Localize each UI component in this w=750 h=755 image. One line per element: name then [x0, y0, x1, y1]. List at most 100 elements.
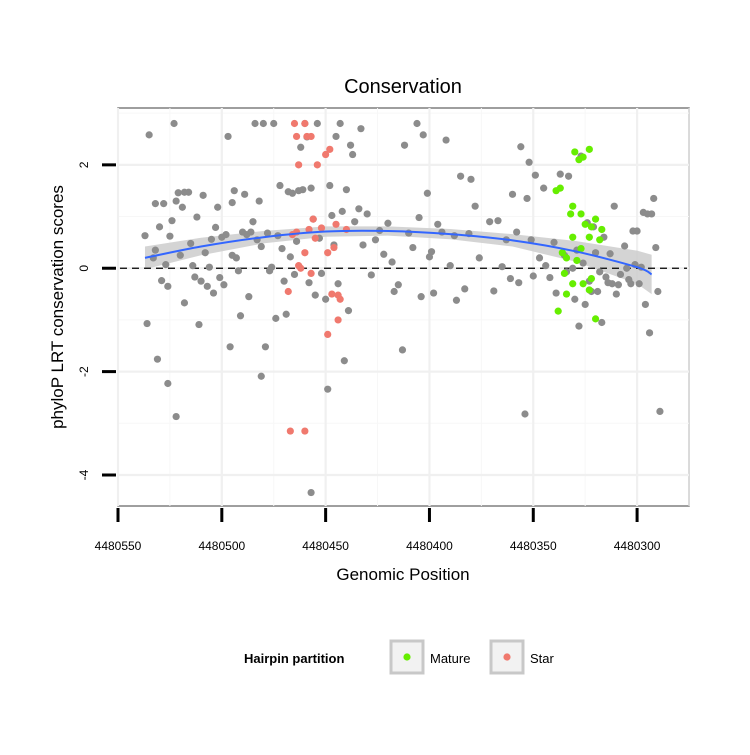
data-point-other	[490, 287, 498, 295]
data-point-star	[324, 249, 332, 257]
data-point-other	[461, 285, 469, 293]
data-point-other	[394, 281, 402, 289]
data-point-other	[324, 385, 332, 393]
data-point-other	[326, 181, 334, 190]
data-point-other	[409, 243, 417, 252]
legend-swatch-star	[503, 653, 511, 661]
data-point-other	[363, 210, 371, 218]
data-point-other	[627, 280, 635, 288]
data-point-other	[606, 250, 614, 258]
data-point-mature	[562, 290, 571, 298]
data-point-mature	[560, 269, 569, 278]
data-point-other	[417, 293, 425, 301]
legend-label-mature: Mature	[430, 651, 470, 666]
data-point-other	[351, 218, 359, 226]
data-point-other	[241, 190, 249, 198]
data-point-other	[569, 264, 577, 272]
data-point-other	[641, 300, 649, 309]
data-point-other	[280, 277, 288, 285]
data-point-star	[342, 225, 350, 234]
data-point-other	[180, 299, 189, 307]
data-point-other	[542, 262, 550, 270]
data-point-other	[328, 211, 336, 220]
x-tick-label: 4480400	[406, 539, 453, 553]
x-tick-label: 4480550	[95, 539, 142, 553]
data-point-star	[326, 145, 334, 153]
plot-panel	[116, 107, 690, 507]
data-point-star	[301, 119, 309, 128]
data-point-mature	[587, 223, 596, 231]
data-point-other	[656, 407, 664, 416]
data-point-other	[160, 200, 168, 208]
data-point-other	[359, 241, 367, 249]
data-point-other	[612, 290, 620, 298]
data-point-other	[272, 314, 280, 322]
data-point-mature	[577, 210, 585, 218]
data-point-other	[168, 217, 176, 225]
data-point-other	[245, 293, 253, 301]
data-point-mature	[596, 236, 604, 244]
data-point-other	[633, 227, 641, 235]
data-point-other	[419, 131, 427, 139]
data-point-mature	[598, 225, 606, 234]
x-tick-label: 4480500	[198, 539, 245, 553]
data-point-star	[328, 290, 336, 298]
data-point-mature	[569, 202, 577, 210]
data-point-mature	[573, 256, 581, 265]
data-point-other	[332, 132, 340, 141]
data-point-mature	[591, 215, 600, 223]
data-point-other	[305, 279, 313, 287]
data-point-other	[307, 184, 315, 192]
data-point-other	[172, 197, 180, 205]
data-point-mature	[569, 280, 577, 288]
data-point-other	[398, 346, 407, 354]
points-layer	[141, 119, 664, 497]
data-point-other	[346, 141, 355, 149]
data-point-other	[278, 244, 286, 253]
data-point-other	[531, 171, 539, 179]
data-point-other	[261, 343, 270, 351]
data-point-other	[400, 141, 409, 149]
data-point-other	[506, 274, 515, 283]
data-point-other	[550, 238, 558, 246]
data-point-other	[184, 188, 193, 196]
data-point-mature	[558, 249, 566, 257]
data-point-other	[276, 181, 284, 190]
data-point-other	[164, 282, 172, 290]
y-tick-label: 2	[77, 161, 91, 168]
data-point-other	[556, 170, 564, 178]
data-point-mature	[579, 280, 587, 288]
data-point-other	[216, 273, 224, 282]
data-point-other	[446, 262, 454, 270]
data-point-other	[521, 410, 529, 418]
data-point-other	[166, 232, 174, 240]
data-point-other	[608, 280, 616, 288]
data-point-other	[311, 291, 319, 299]
data-point-other	[228, 198, 236, 207]
data-point-other	[158, 277, 166, 285]
data-point-other	[322, 295, 330, 303]
data-point-other	[257, 372, 265, 380]
data-point-other	[162, 261, 170, 269]
data-point-other	[390, 287, 398, 296]
data-point-other	[151, 200, 159, 208]
data-point-other	[355, 205, 363, 213]
data-point-other	[450, 232, 458, 240]
data-point-other	[342, 186, 350, 194]
y-tick-label: -2	[77, 366, 91, 377]
data-point-other	[475, 254, 483, 262]
data-point-other	[508, 190, 517, 198]
data-point-other	[513, 228, 521, 236]
data-point-mature	[567, 210, 575, 218]
data-point-other	[141, 232, 149, 240]
data-point-other	[575, 322, 583, 330]
data-point-other	[650, 194, 658, 203]
data-point-other	[602, 273, 610, 281]
data-point-other	[236, 312, 245, 320]
data-point-other	[546, 273, 554, 282]
data-point-other	[234, 267, 243, 275]
data-point-other	[610, 202, 618, 210]
y-tick-label: -4	[77, 469, 91, 480]
data-point-other	[579, 259, 587, 267]
smooth-curve	[144, 229, 653, 276]
